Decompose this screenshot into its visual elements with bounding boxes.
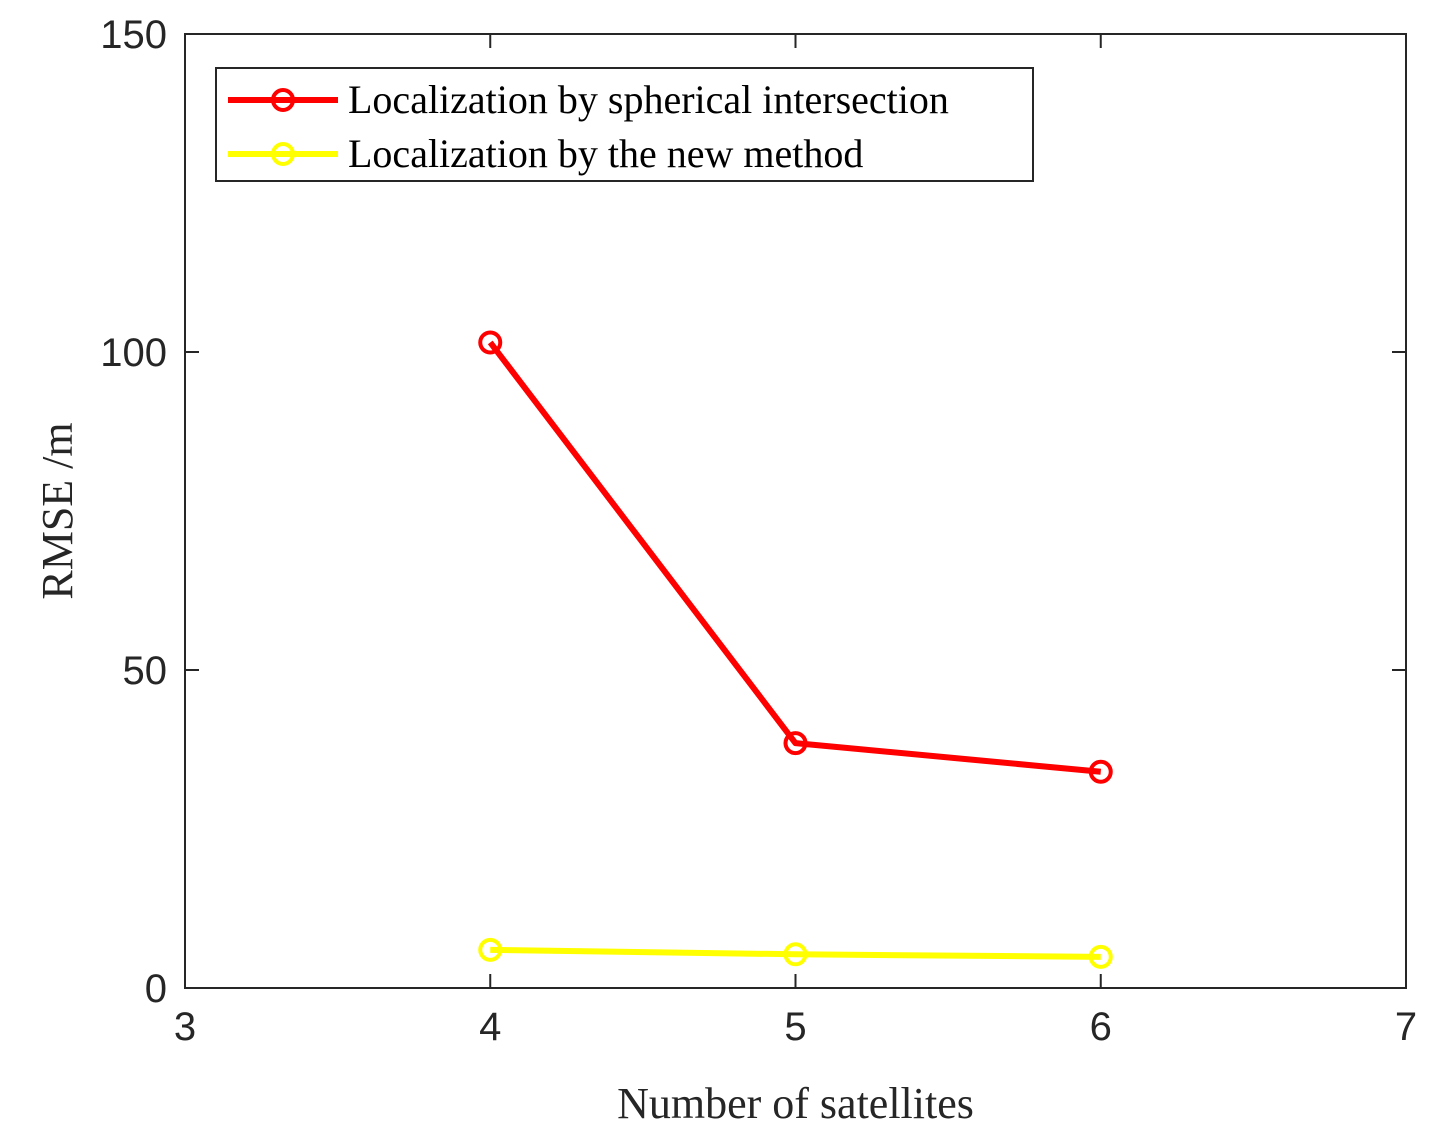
- data-point: [1088, 944, 1113, 969]
- legend-item-1: Localization by spherical intersection: [228, 77, 949, 122]
- legend-marker: [271, 142, 295, 166]
- data-point: [783, 731, 808, 756]
- axis-tick-labels: 3 4 5 6 7 0 50 100 150: [100, 13, 1417, 1049]
- data-point: [783, 942, 808, 967]
- legend: Localization by spherical intersection Lo…: [215, 67, 1034, 182]
- plot-area-frame: [184, 33, 1407, 989]
- y-tick-label: 100: [100, 331, 167, 375]
- series-line: [490, 946, 1101, 960]
- x-tick-label: 6: [1090, 1005, 1112, 1049]
- data-point: [1088, 759, 1113, 784]
- legend-box: [215, 67, 1034, 182]
- legend-item-2: Localization by the new method: [228, 131, 863, 176]
- x-tick-label: 5: [784, 1005, 806, 1049]
- x-tick-label: 4: [479, 1005, 501, 1049]
- y-tick-label: 50: [123, 649, 168, 693]
- x-tick-label: 7: [1395, 1005, 1417, 1049]
- legend-label: Localization by the new method: [348, 131, 863, 176]
- y-axis-label: RMSE /m: [33, 422, 82, 599]
- series-line: [487, 340, 1102, 775]
- legend-label: Localization by spherical intersection: [348, 77, 949, 122]
- series-1: [478, 330, 1113, 784]
- series-2: [478, 937, 1113, 969]
- series-layer: [478, 330, 1113, 969]
- axis-ticks: [184, 33, 1407, 989]
- x-tick-label: 3: [174, 1005, 196, 1049]
- x-axis-label: Number of satellites: [617, 1079, 974, 1128]
- legend-marker: [271, 88, 295, 112]
- y-tick-label: 0: [145, 967, 167, 1011]
- y-tick-label: 150: [100, 13, 167, 57]
- data-point: [478, 937, 503, 962]
- data-point: [478, 330, 503, 355]
